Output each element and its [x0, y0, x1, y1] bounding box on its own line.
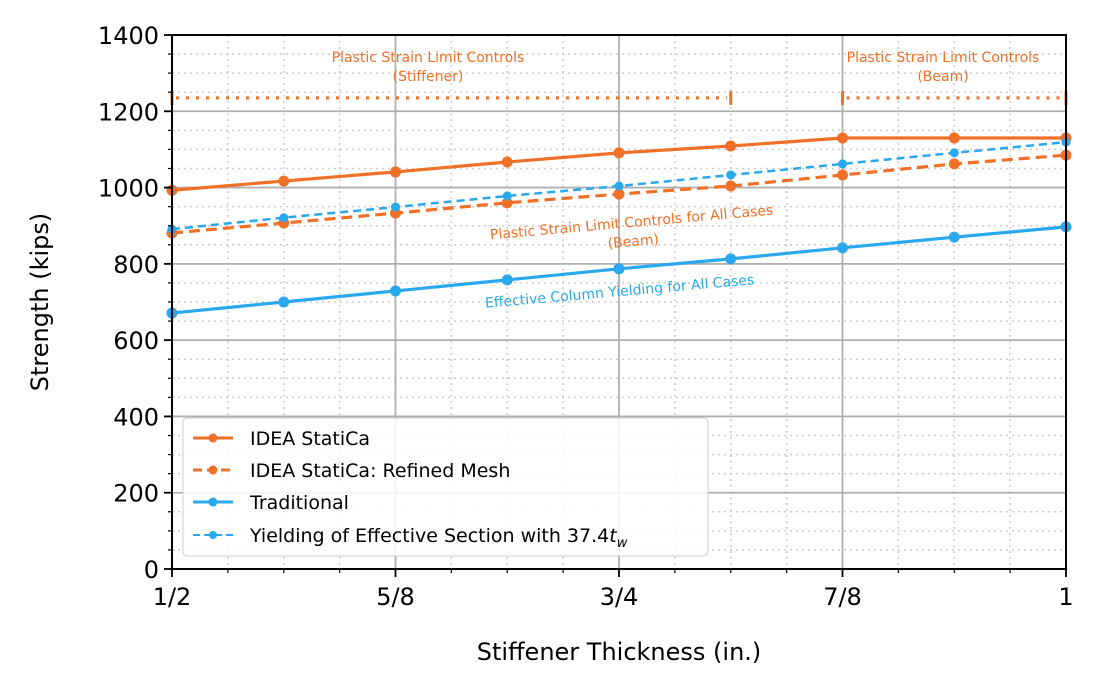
x-tick-label: 1 [1058, 583, 1073, 611]
legend-label-refined: IDEA StatiCa: Refined Mesh [250, 460, 510, 482]
data-point [725, 180, 737, 192]
legend-label-traditional: Traditional [249, 492, 349, 514]
y-tick-label: 1400 [98, 22, 159, 50]
x-tick-label: 7/8 [823, 583, 862, 611]
data-point [501, 197, 513, 209]
annotation-beam-line1: Plastic Strain Limit Controls [847, 50, 1040, 66]
data-point [613, 188, 625, 200]
series-2 [166, 221, 1072, 319]
legend: IDEA StatiCa IDEA StatiCa: Refined Mesh … [182, 417, 709, 557]
legend-item-traditional: Traditional [193, 492, 349, 514]
y-tick-label: 400 [113, 403, 159, 431]
axes: 1/2 5/8 3/4 7/8 1 0 200 400 600 800 1000 1200 1400 [98, 22, 1074, 611]
legend-item-yielding: Yielding of Effective Section with 37.4t… [193, 525, 628, 551]
data-point [502, 191, 512, 201]
data-point [948, 231, 960, 243]
legend-item-refined: IDEA StatiCa: Refined Mesh [193, 460, 510, 482]
data-point [726, 170, 736, 180]
y-tick-label: 800 [113, 251, 159, 279]
data-point [613, 147, 625, 159]
x-tick-label: 1/2 [153, 583, 192, 611]
data-point [948, 132, 960, 144]
annotation-beam: Plastic Strain Limit Controls (Beam) [847, 50, 1040, 85]
y-tick-label: 600 [113, 327, 159, 355]
y-tick-label: 200 [113, 480, 159, 508]
legend-label-idea: IDEA StatiCa [250, 428, 370, 450]
series-3 [167, 137, 1071, 234]
data-point [278, 296, 290, 308]
annotation-beam-line2: (Beam) [917, 69, 968, 85]
annotation-all-cases-line2: (Beam) [607, 232, 660, 252]
x-axis-label: Stiffener Thickness (in.) [477, 638, 762, 666]
series-group [166, 132, 1072, 319]
series-0 [166, 132, 1072, 196]
y-tick-label: 1000 [98, 175, 159, 203]
legend-item-idea: IDEA StatiCa [193, 428, 370, 450]
data-point [837, 132, 848, 144]
data-point [278, 175, 290, 187]
y-axis-label: Strength (kips) [26, 213, 54, 391]
data-point [501, 274, 513, 286]
data-point [613, 263, 625, 275]
data-point [838, 159, 847, 169]
data-point [948, 158, 960, 170]
x-tick-label: 5/8 [376, 583, 415, 611]
legend-label-yielding: Yielding of Effective Section with 37.4t… [249, 525, 628, 551]
data-point [949, 148, 959, 158]
data-point [391, 202, 400, 212]
data-point [725, 253, 737, 265]
y-tick-label: 0 [144, 556, 159, 584]
annotation-stiffener: Plastic Strain Limit Controls (Stiffener… [332, 50, 525, 85]
data-point [837, 169, 848, 181]
data-point [279, 213, 289, 223]
data-point [837, 242, 848, 254]
x-tick-label: 3/4 [600, 583, 639, 611]
annotation-stiffener-line1: Plastic Strain Limit Controls [332, 50, 525, 66]
data-point [614, 181, 624, 191]
data-point [501, 156, 513, 168]
y-tick-label: 1200 [98, 98, 159, 126]
data-point [390, 285, 401, 297]
data-point [390, 166, 401, 178]
annotation-stiffener-line2: (Stiffener) [393, 69, 464, 85]
data-point [725, 140, 737, 152]
annotation-all-cases-beam: Plastic Strain Limit Controls for All Ca… [489, 203, 774, 252]
